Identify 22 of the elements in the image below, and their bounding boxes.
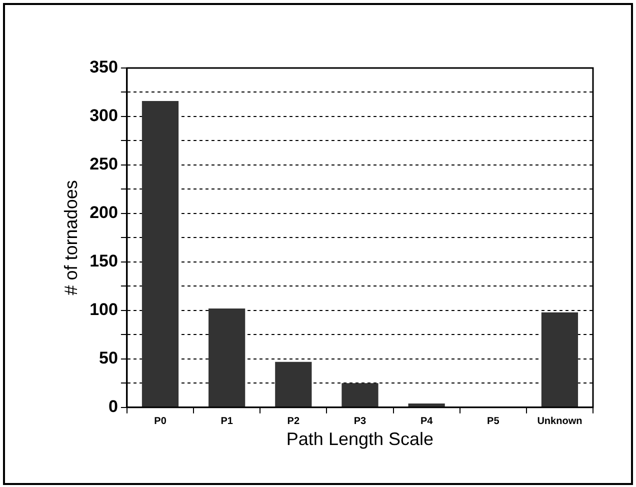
y-tick-label: 200 xyxy=(90,203,118,222)
y-tick-label: 250 xyxy=(90,154,118,174)
y-tick-label: 0 xyxy=(108,397,118,416)
x-tick-label: Unknown xyxy=(537,416,582,428)
x-tick-label: P1 xyxy=(220,416,234,428)
y-tick-label: 350 xyxy=(90,58,118,77)
y-tick-label: 50 xyxy=(99,348,118,368)
bar xyxy=(342,383,378,407)
y-tick-label: 300 xyxy=(90,106,118,126)
y-tick-label: 150 xyxy=(90,252,118,271)
bar xyxy=(275,362,312,407)
bar xyxy=(142,100,179,407)
x-tick-label: P5 xyxy=(487,416,500,428)
y-axis-title: # of tornadoes xyxy=(60,180,81,296)
x-axis-title: Path Length Scale xyxy=(286,429,434,450)
x-tick-label: P0 xyxy=(154,416,167,428)
bar xyxy=(208,308,246,407)
bar xyxy=(541,312,578,407)
x-tick-label: P3 xyxy=(354,416,367,428)
y-tick-label: 100 xyxy=(90,300,118,320)
x-tick-label: P2 xyxy=(287,416,300,428)
x-tick-label: P4 xyxy=(420,416,434,428)
